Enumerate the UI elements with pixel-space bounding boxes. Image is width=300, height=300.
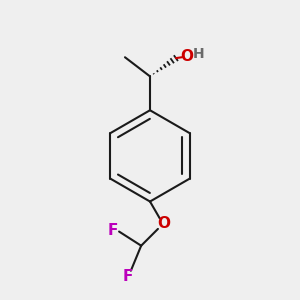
Text: O: O [157, 216, 170, 231]
Text: F: F [107, 223, 118, 238]
Text: O: O [181, 49, 194, 64]
Text: F: F [123, 268, 133, 284]
Text: H: H [193, 47, 205, 61]
